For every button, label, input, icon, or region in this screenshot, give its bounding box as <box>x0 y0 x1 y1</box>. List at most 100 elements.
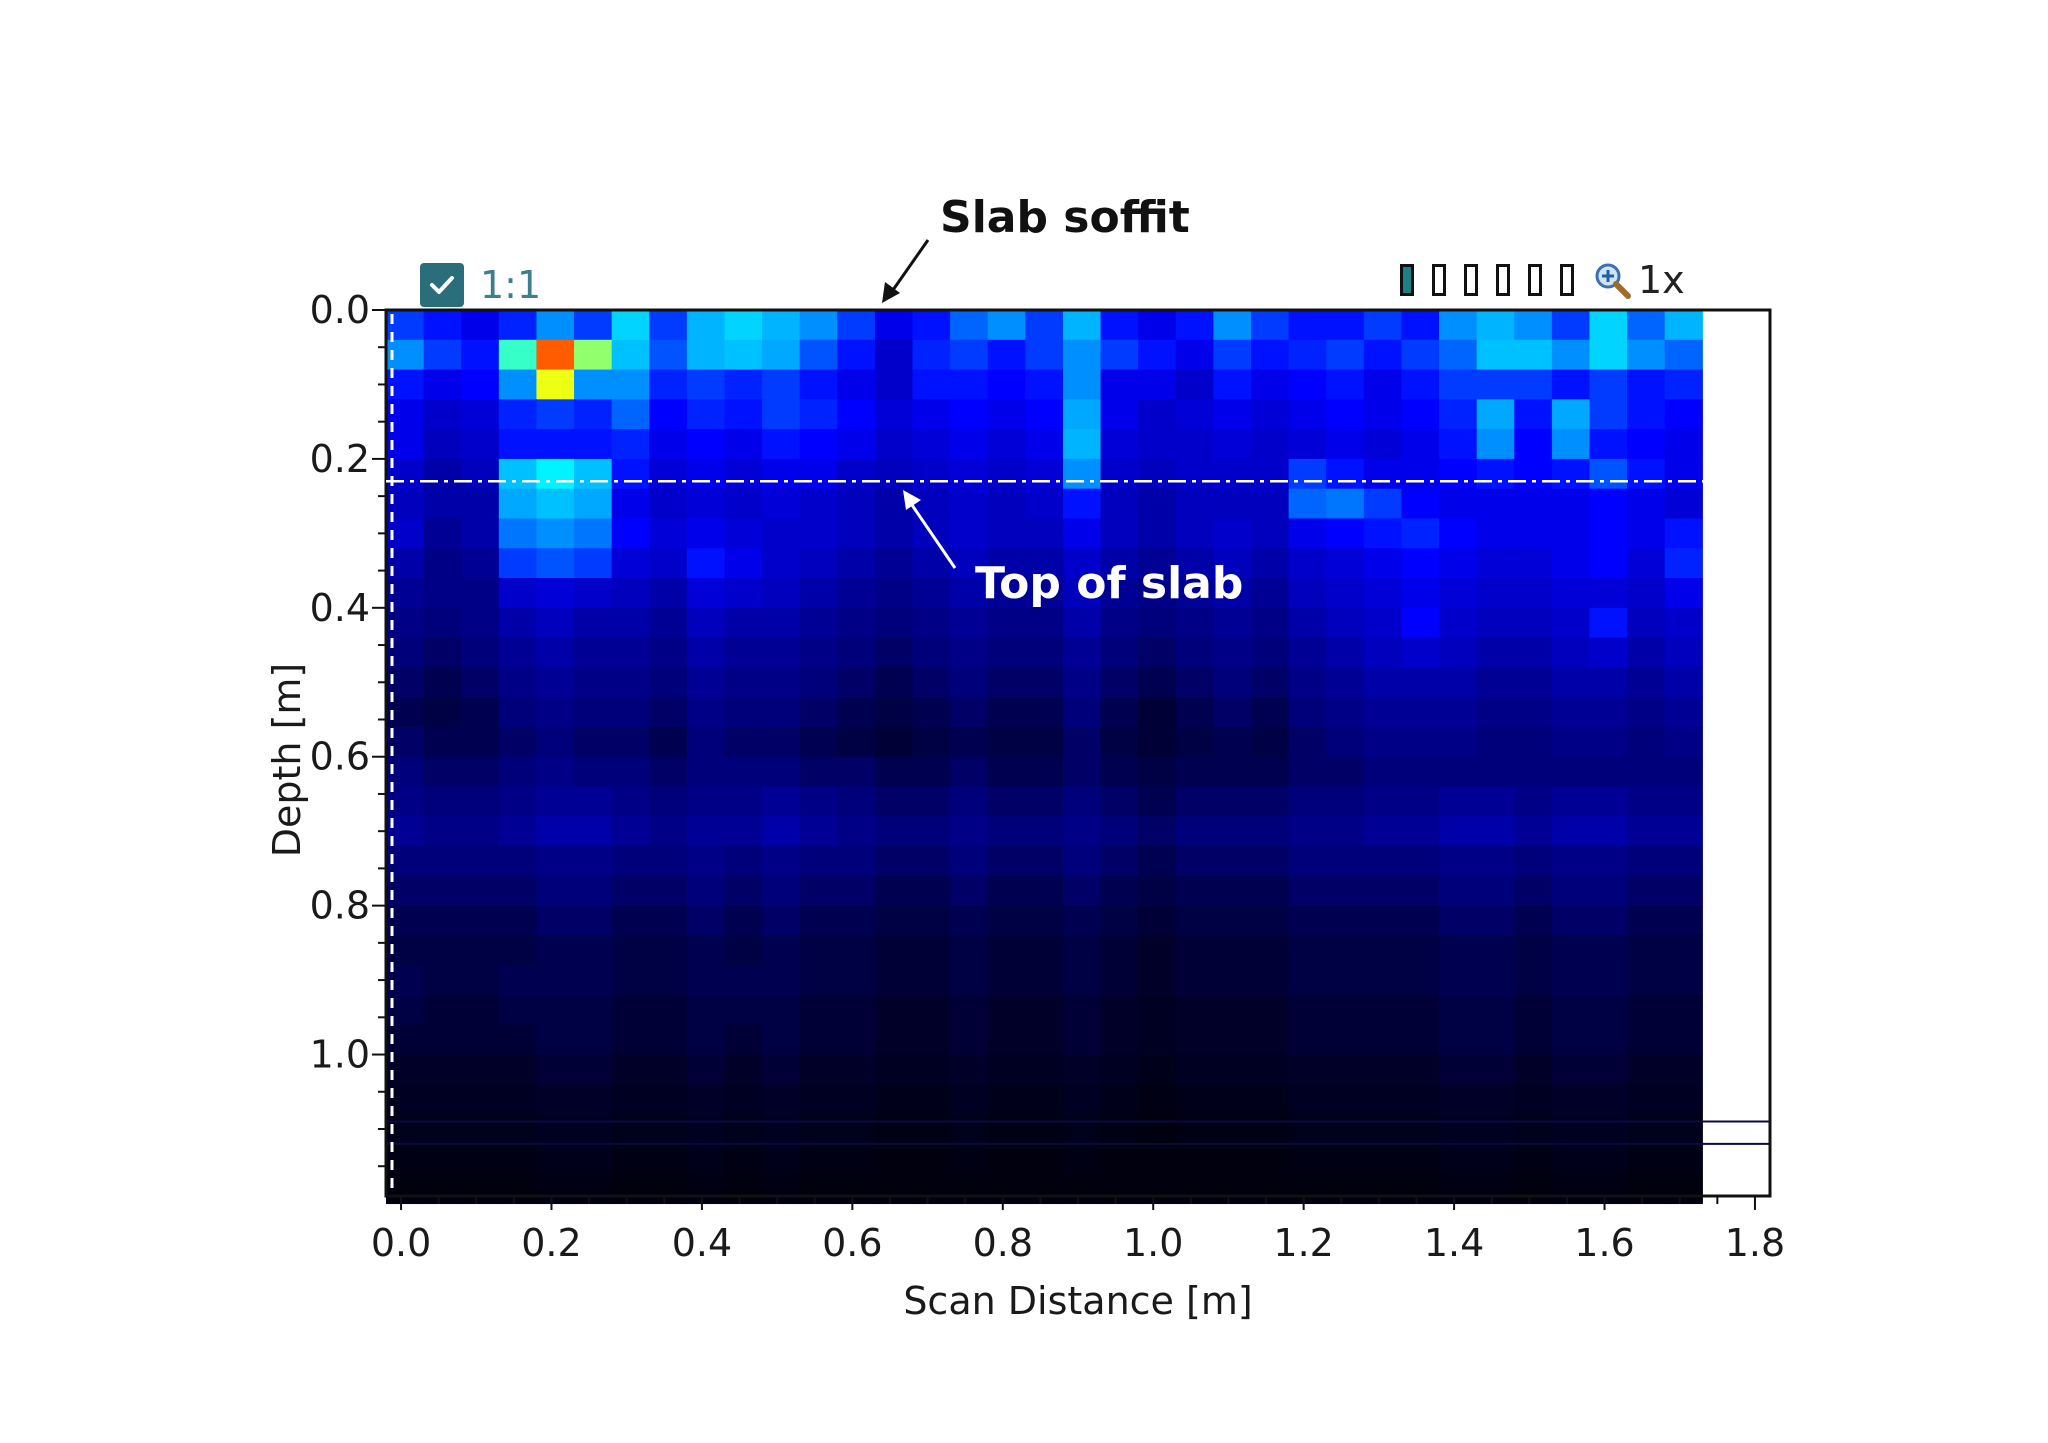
heatmap-cell <box>1363 905 1403 937</box>
heatmap-cell <box>1138 667 1177 698</box>
heatmap-cell <box>724 875 763 907</box>
heatmap-cell <box>1175 965 1214 996</box>
heatmap-cell <box>1551 637 1591 668</box>
top-of-slab-label: Top of slab <box>975 558 1243 609</box>
heatmap-cell <box>1476 905 1515 937</box>
heatmap-cell <box>837 994 876 1026</box>
heatmap-cell <box>1514 875 1553 907</box>
heatmap-cell <box>536 816 575 847</box>
palette-swatch[interactable] <box>1496 264 1510 296</box>
heatmap-cell <box>498 697 538 728</box>
palette-swatch[interactable] <box>1464 264 1478 296</box>
palette-swatch[interactable] <box>1560 264 1574 296</box>
heatmap-cell <box>1025 1084 1064 1115</box>
heatmap-cell <box>574 1054 613 1085</box>
heatmap-cell <box>1251 697 1290 728</box>
heatmap-cell <box>950 578 989 609</box>
heatmap-cell <box>799 399 838 430</box>
heatmap-cell <box>1326 667 1365 698</box>
heatmap-cell <box>912 1143 951 1175</box>
heatmap-cell <box>574 548 613 579</box>
heatmap-cell <box>1476 1114 1515 1145</box>
palette-swatch[interactable] <box>1528 264 1542 296</box>
heatmap-cell <box>1025 458 1064 490</box>
heatmap-cell <box>574 697 613 728</box>
heatmap-cell <box>498 429 538 460</box>
heatmap-cell <box>724 697 763 728</box>
heatmap-cell <box>1551 786 1591 817</box>
palette-swatch[interactable] <box>1432 264 1446 296</box>
heatmap-cell <box>1326 369 1365 400</box>
heatmap-cell <box>1363 637 1403 668</box>
heatmap-cell <box>574 578 613 609</box>
heatmap-cell <box>1514 339 1553 371</box>
heatmap-cell <box>1213 488 1252 520</box>
heatmap-cell <box>536 458 575 490</box>
heatmap-cell <box>1401 429 1440 460</box>
x-axis-ticks: 0.0 0.2 0.4 0.6 0.8 1.0 1.2 1.4 1.6 1.8 <box>371 1196 1785 1265</box>
heatmap-cell <box>1138 965 1177 996</box>
heatmap-cell <box>574 399 613 430</box>
heatmap-cell <box>1363 935 1403 966</box>
heatmap-cell <box>1363 994 1403 1026</box>
heatmap-cell <box>649 548 688 579</box>
heatmap-cell <box>536 607 575 639</box>
heatmap-cell <box>536 726 575 758</box>
heatmap-cell <box>1363 458 1403 490</box>
heatmap-cell <box>1551 310 1591 341</box>
heatmap-cell <box>1251 1084 1290 1115</box>
y-tick-label: 0.4 <box>310 586 370 630</box>
heatmap-cells <box>386 310 1703 1205</box>
heatmap-cell <box>724 339 763 371</box>
heatmap-cell <box>649 697 688 728</box>
heatmap-cell <box>762 1114 801 1145</box>
heatmap-cell <box>1251 875 1290 907</box>
heatmap-cell <box>1551 1173 1591 1205</box>
heatmap-cell <box>987 697 1026 728</box>
heatmap-cell <box>1251 339 1290 371</box>
x-tick-label: 0.8 <box>973 1221 1033 1265</box>
scale-checkbox[interactable] <box>420 263 464 307</box>
heatmap-cell <box>799 1114 838 1145</box>
zoom-icon[interactable] <box>1592 260 1632 300</box>
heatmap-cell <box>1664 518 1703 549</box>
heatmap-cell <box>987 667 1026 698</box>
heatmap-cell <box>799 578 838 609</box>
palette-swatch[interactable] <box>1400 264 1414 296</box>
heatmap-cell <box>1551 429 1591 460</box>
heatmap-cell <box>611 905 650 937</box>
heatmap-cell <box>1476 1143 1515 1175</box>
heatmap-cell <box>912 399 951 430</box>
heatmap-cell <box>912 846 951 877</box>
heatmap-cell <box>912 697 951 728</box>
heatmap-cell <box>987 548 1026 579</box>
heatmap-cell <box>1288 518 1327 549</box>
heatmap-cell <box>799 667 838 698</box>
heatmap-cell <box>724 905 763 937</box>
heatmap-cell <box>1175 1084 1214 1115</box>
heatmap-cell <box>912 1173 951 1205</box>
heatmap-cell <box>536 488 575 520</box>
heatmap-cell <box>987 607 1026 639</box>
heatmap-cell <box>498 965 538 996</box>
heatmap-cell <box>987 310 1026 341</box>
heatmap-cell <box>1025 1114 1064 1145</box>
heatmap-cell <box>874 339 914 371</box>
heatmap-cell <box>874 369 914 400</box>
heatmap-cell <box>1326 399 1365 430</box>
heatmap-cell <box>724 1084 763 1115</box>
heatmap-cell <box>649 339 688 371</box>
heatmap-cell <box>1062 816 1102 847</box>
heatmap-cell <box>724 637 763 668</box>
heatmap-cell <box>837 369 876 400</box>
heatmap-cell <box>1664 607 1703 639</box>
heatmap-cell <box>874 667 914 698</box>
heatmap-cell <box>461 548 500 579</box>
heatmap-cell <box>1138 310 1177 341</box>
heatmap-cell <box>912 875 951 907</box>
heatmap-cell <box>1664 994 1703 1026</box>
heatmap-cell <box>536 429 575 460</box>
heatmap-cell <box>1589 1084 1628 1115</box>
heatmap-cell <box>423 1054 462 1085</box>
heatmap-cell <box>1138 548 1177 579</box>
